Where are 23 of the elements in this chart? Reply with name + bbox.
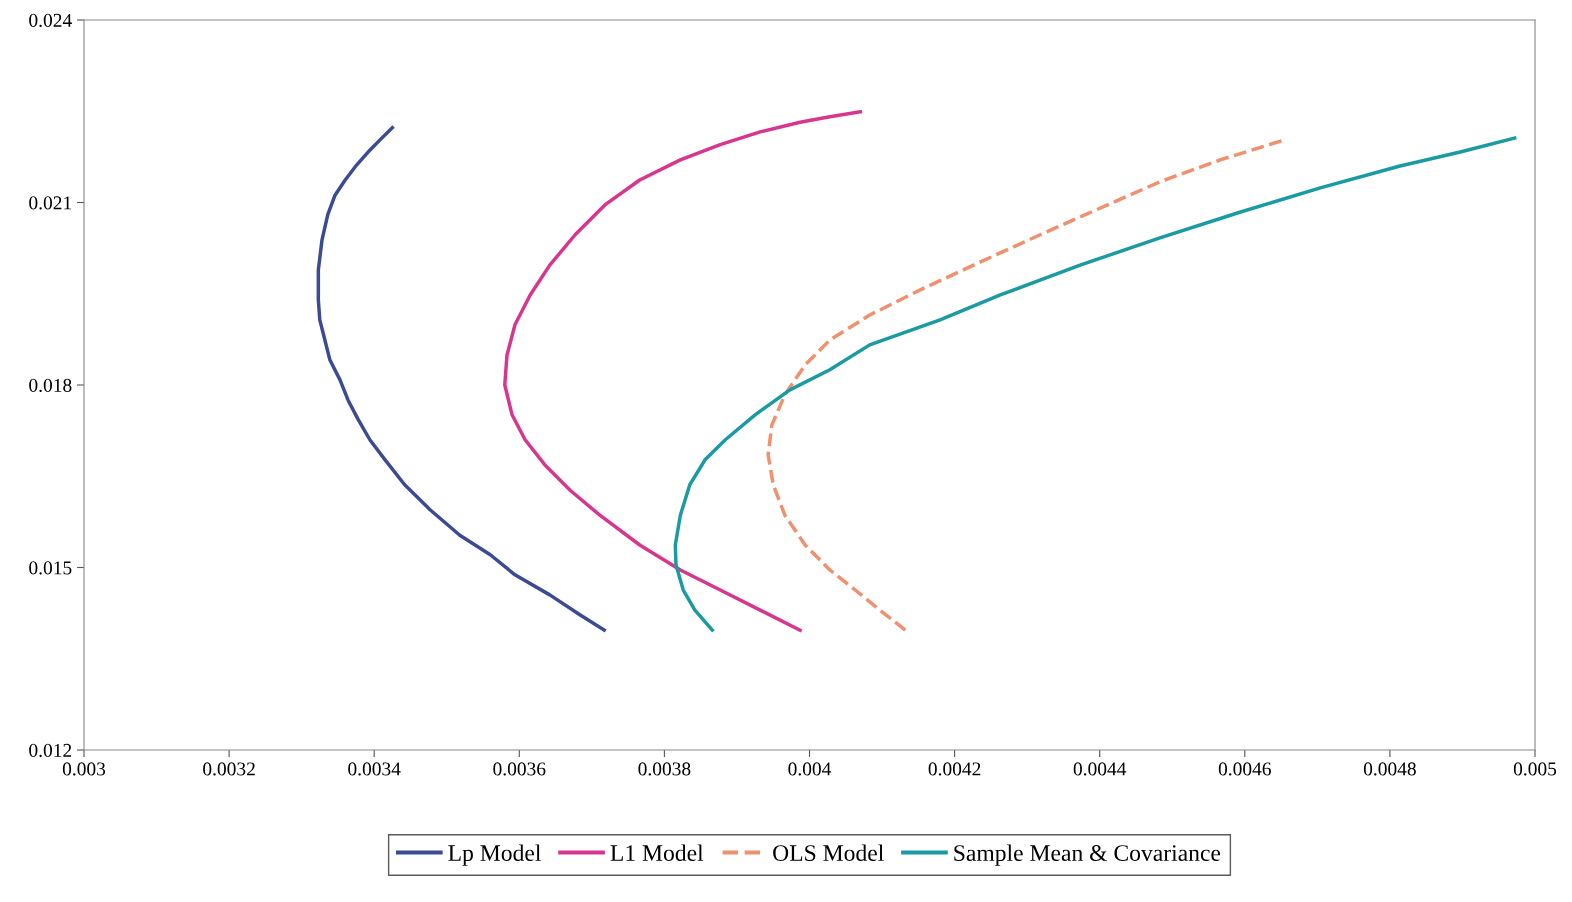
line-series [673, 136, 1517, 632]
y-tick-label: 0.021 [29, 196, 72, 210]
x-tick-label: 0.0046 [1218, 762, 1271, 776]
legend-label: OLS Model [773, 844, 884, 862]
y-tick-label: 0.015 [29, 561, 72, 575]
x-tick-label: 0.0042 [928, 762, 981, 776]
x-tick-label: 0.0032 [203, 762, 255, 776]
legend-label: Lp Model [448, 844, 541, 866]
line-series [316, 125, 606, 632]
x-tick-label: 0.004 [788, 762, 832, 776]
y-tick-label: 0.024 [29, 13, 72, 28]
x-tick-label: 0.0044 [1073, 762, 1127, 776]
x-tick-label: 0.005 [1513, 762, 1557, 776]
x-tick-label: 0.0048 [1363, 762, 1416, 776]
y-tick-label: 0.018 [29, 378, 72, 393]
x-tick-label: 0.0036 [493, 762, 546, 776]
line-series [503, 110, 863, 632]
legend-label: Sample Mean & Covariance [954, 844, 1221, 866]
x-tick-label: 0.0038 [638, 762, 691, 776]
x-tick-label: 0.003 [62, 762, 106, 776]
legend-label: L1 Model [610, 844, 704, 862]
y-tick-label: 0.012 [29, 743, 72, 758]
x-tick-label: 0.0034 [348, 762, 401, 776]
